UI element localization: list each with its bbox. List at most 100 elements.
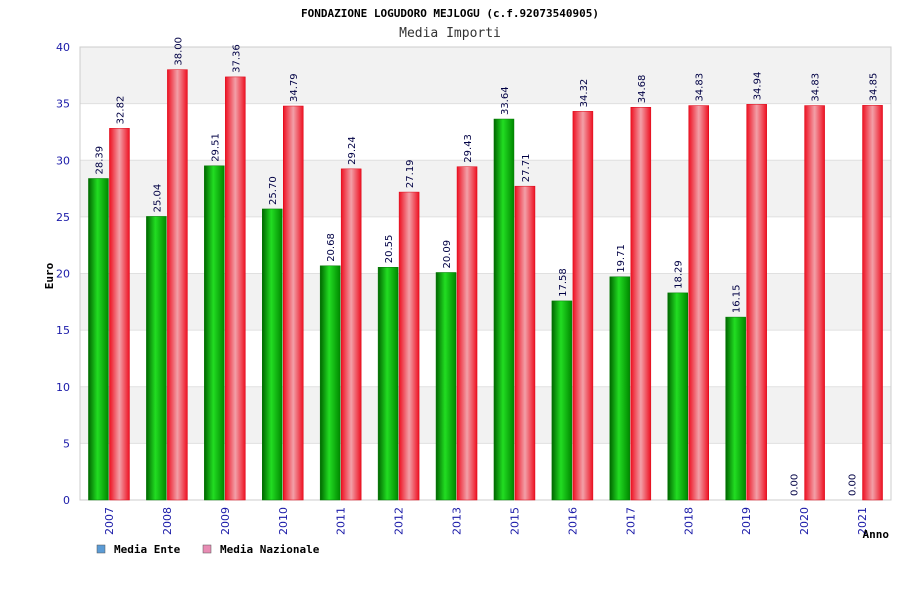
y-tick-label: 5 bbox=[63, 437, 70, 450]
legend-label-media-ente: Media Ente bbox=[114, 543, 181, 556]
value-label: 34.83 bbox=[811, 73, 822, 102]
value-label: 18.29 bbox=[674, 260, 685, 289]
grid-band bbox=[80, 103, 891, 161]
bars bbox=[88, 69, 883, 501]
bar-media-nazionale bbox=[572, 111, 594, 501]
value-label: 25.70 bbox=[268, 176, 279, 205]
bar-media-nazionale bbox=[167, 69, 188, 501]
bar-media-ente bbox=[667, 292, 688, 501]
x-tick-label: 2017 bbox=[624, 507, 637, 535]
chart-subtitle: Media Importi bbox=[399, 26, 501, 41]
bar-media-nazionale bbox=[804, 105, 825, 501]
plot-area-border bbox=[79, 46, 892, 501]
value-label: 20.55 bbox=[384, 235, 395, 264]
x-tick-label: 2008 bbox=[161, 507, 174, 535]
legend: Media Ente Media Nazionale bbox=[96, 543, 320, 556]
value-label: 34.32 bbox=[579, 79, 590, 108]
x-tick-label: 2010 bbox=[277, 507, 290, 535]
bar-media-ente bbox=[262, 208, 283, 501]
value-label: 0.00 bbox=[790, 474, 801, 496]
value-label: 34.94 bbox=[753, 72, 764, 101]
grid-band bbox=[80, 216, 891, 274]
value-label: 29.24 bbox=[347, 136, 358, 165]
x-tick-label: 2011 bbox=[335, 507, 348, 535]
value-label: 20.68 bbox=[326, 233, 337, 262]
bar-media-ente bbox=[551, 300, 573, 501]
bar-media-nazionale bbox=[398, 191, 420, 501]
y-tick-label: 20 bbox=[56, 268, 70, 281]
x-tick-label: 2013 bbox=[451, 507, 464, 535]
value-label: 34.68 bbox=[637, 75, 648, 104]
y-axis-label: Euro bbox=[43, 262, 56, 289]
value-label: 17.58 bbox=[558, 268, 569, 297]
bar-media-ente bbox=[319, 265, 341, 501]
bar-media-nazionale bbox=[688, 105, 709, 501]
bar-media-nazionale bbox=[630, 106, 652, 501]
y-axis-ticks: 0 5 10 15 20 25 30 35 40 bbox=[56, 41, 70, 507]
value-label: 37.36 bbox=[231, 44, 242, 73]
grid-band bbox=[80, 273, 891, 331]
y-tick-label: 0 bbox=[63, 494, 70, 507]
bar-media-nazionale bbox=[456, 166, 478, 501]
bar-media-ente bbox=[435, 272, 457, 501]
chart-title: FONDAZIONE LOGUDORO MEJLOGU (c.f.9207354… bbox=[301, 7, 599, 20]
x-tick-label: 2016 bbox=[566, 507, 579, 535]
value-label: 27.71 bbox=[521, 154, 532, 183]
bar-media-ente bbox=[204, 165, 225, 501]
bar-media-nazionale bbox=[862, 105, 883, 501]
bar-media-ente bbox=[609, 276, 631, 501]
bar-media-ente bbox=[493, 118, 515, 501]
value-label: 29.51 bbox=[210, 133, 221, 162]
value-label: 27.19 bbox=[405, 159, 416, 188]
value-labels: 28.39 32.82 25.04 38.00 29.51 37.36 25.70 34.79… bbox=[94, 37, 879, 496]
x-tick-label: 2020 bbox=[798, 507, 811, 535]
y-tick-label: 10 bbox=[56, 381, 70, 394]
bar-media-ente bbox=[88, 178, 109, 501]
grid-band bbox=[80, 330, 891, 387]
bar-media-nazionale bbox=[746, 104, 767, 501]
bar-media-ente bbox=[146, 216, 167, 501]
bar-media-nazionale bbox=[340, 168, 362, 501]
value-label: 38.00 bbox=[173, 37, 184, 66]
value-label: 34.83 bbox=[695, 73, 706, 102]
value-label: 20.09 bbox=[442, 240, 453, 269]
legend-swatch-media-ente bbox=[96, 544, 106, 554]
grid-band bbox=[80, 47, 891, 104]
grid-band bbox=[80, 443, 891, 500]
x-tick-label: 2019 bbox=[740, 507, 753, 535]
legend-swatch-media-nazionale bbox=[202, 544, 212, 554]
value-label: 16.15 bbox=[732, 284, 743, 313]
y-tick-label: 15 bbox=[56, 324, 70, 337]
x-axis-ticks: 2007 2008 2009 2010 2011 2012 2013 2015 2016 2017… bbox=[103, 507, 869, 535]
value-label: 28.39 bbox=[94, 146, 105, 175]
bar-media-nazionale bbox=[283, 105, 304, 501]
y-tick-label: 40 bbox=[56, 41, 70, 54]
grid-bands bbox=[80, 46, 891, 501]
x-tick-label: 2007 bbox=[103, 507, 116, 535]
x-tick-label: 2012 bbox=[393, 507, 406, 535]
value-label: 29.43 bbox=[463, 134, 474, 163]
x-tick-label: 2015 bbox=[508, 507, 521, 535]
value-label: 0.00 bbox=[848, 474, 859, 496]
value-label: 25.04 bbox=[152, 184, 163, 213]
bar-media-nazionale bbox=[514, 185, 536, 501]
bar-media-ente bbox=[377, 267, 399, 501]
value-label: 32.82 bbox=[115, 96, 126, 125]
grid-band bbox=[80, 386, 891, 444]
x-axis-label: Anno bbox=[863, 528, 890, 541]
x-tick-label: 2018 bbox=[682, 507, 695, 535]
value-label: 19.71 bbox=[616, 244, 627, 273]
y-tick-label: 35 bbox=[56, 98, 70, 111]
value-label: 34.85 bbox=[869, 73, 880, 102]
bar-media-nazionale bbox=[225, 76, 246, 501]
bar-media-ente bbox=[725, 316, 746, 501]
grid-band bbox=[80, 160, 891, 217]
legend-label-media-nazionale: Media Nazionale bbox=[220, 543, 320, 556]
value-label: 34.79 bbox=[289, 73, 300, 102]
x-tick-label: 2009 bbox=[219, 507, 232, 535]
bar-media-nazionale bbox=[109, 128, 130, 501]
y-tick-label: 25 bbox=[56, 211, 70, 224]
y-tick-label: 30 bbox=[56, 154, 70, 167]
value-label: 33.64 bbox=[500, 86, 511, 115]
